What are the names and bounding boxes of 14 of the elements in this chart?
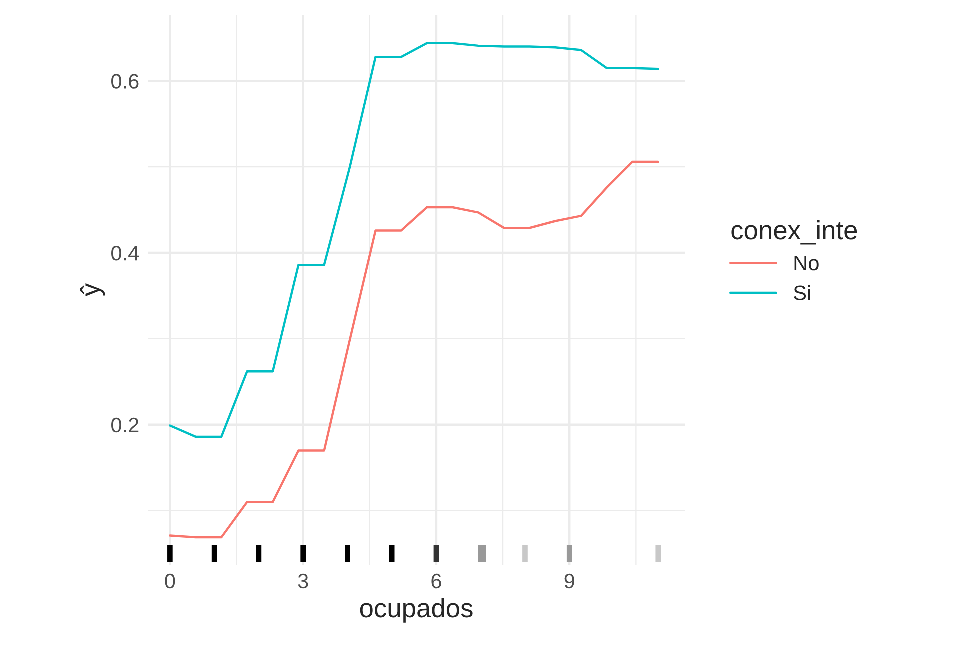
y-tick-label: 0.2 bbox=[112, 418, 139, 433]
legend-title: conex_inte bbox=[732, 220, 858, 245]
x-tick-label: 3 bbox=[298, 574, 308, 589]
x-tick-label: 0 bbox=[165, 574, 176, 589]
line-series bbox=[169, 160, 660, 539]
x-tick-label: 6 bbox=[432, 574, 442, 589]
y-axis-title: ŷ bbox=[80, 283, 106, 297]
x-tick-label: 9 bbox=[564, 574, 574, 589]
x-axis-title: ocupados bbox=[360, 598, 473, 623]
legend-label: No bbox=[794, 256, 819, 271]
y-tick-label: 0.4 bbox=[112, 246, 140, 261]
legend-label: Si bbox=[794, 285, 810, 301]
y-tick-label: 0.6 bbox=[112, 74, 139, 89]
line-series bbox=[169, 42, 660, 438]
